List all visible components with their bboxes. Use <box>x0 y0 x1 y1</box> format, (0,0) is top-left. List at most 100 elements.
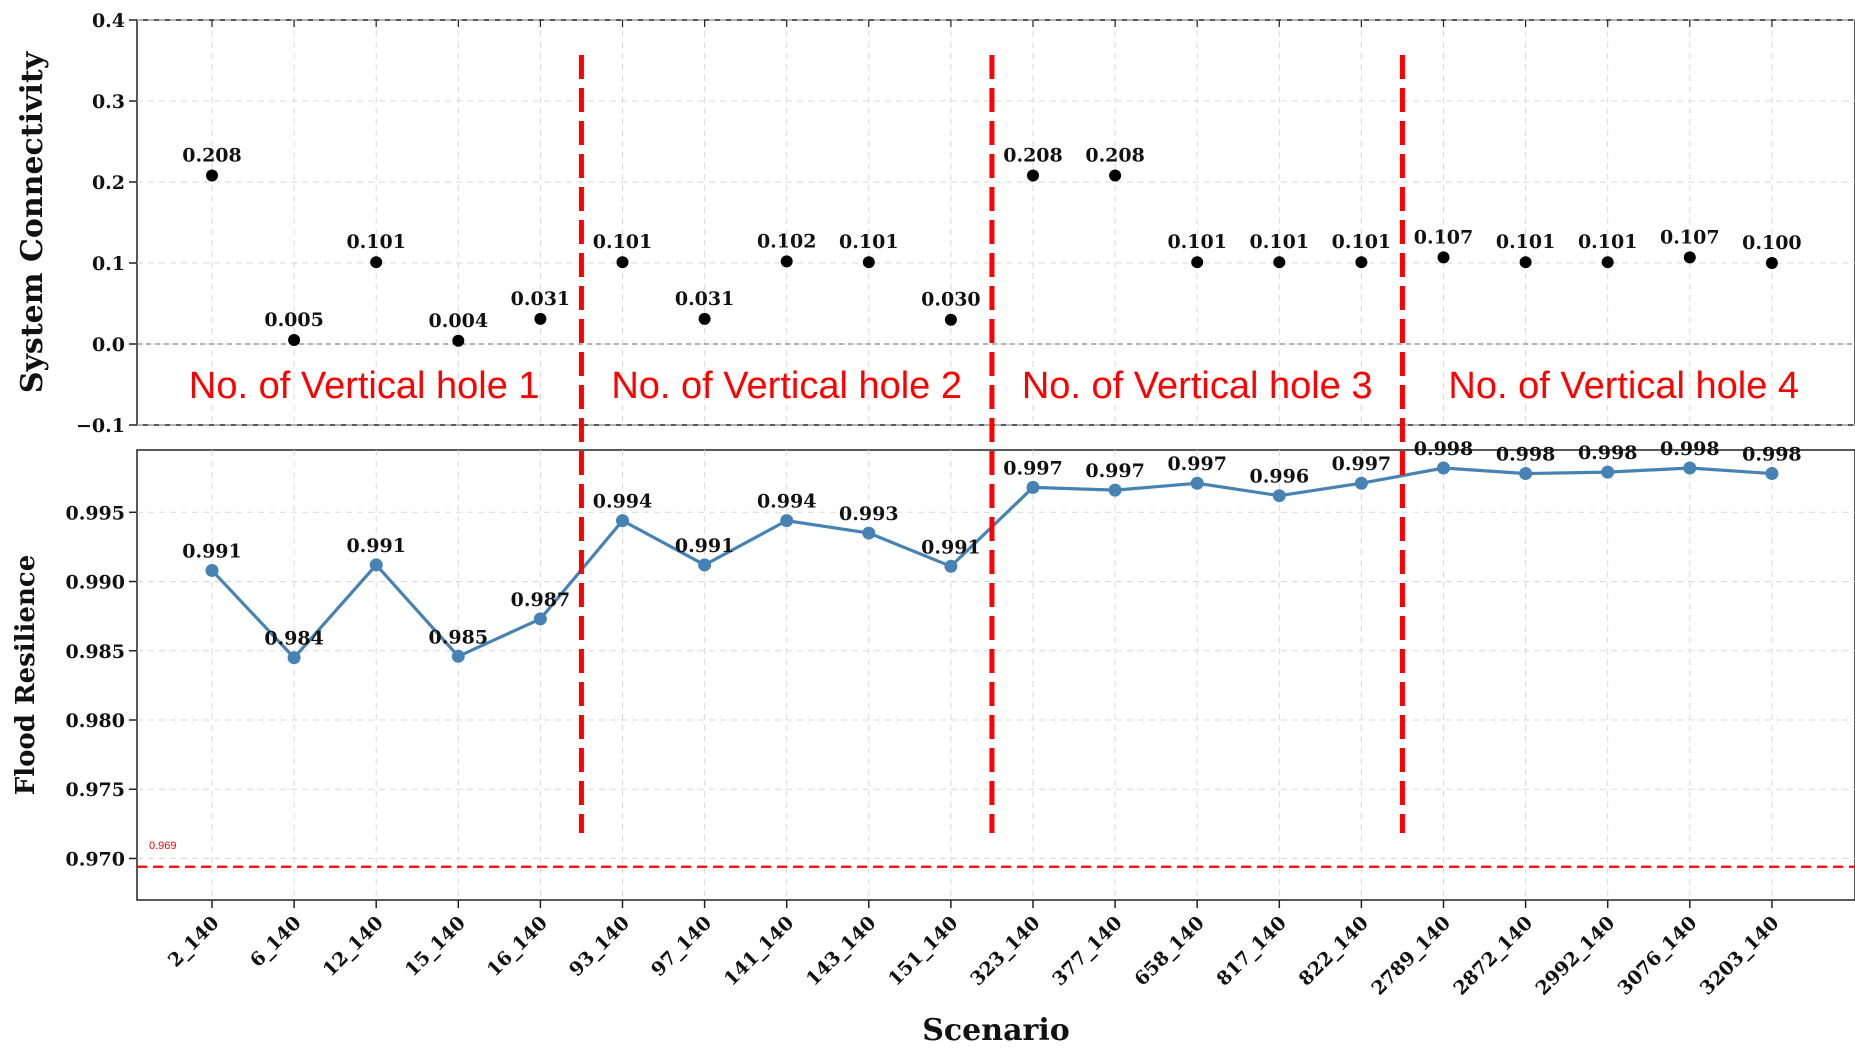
x-tick-label: 2872_140 <box>1449 912 1537 1000</box>
x-tick-label: 141_140 <box>720 912 798 990</box>
resilience-data-label: 0.998 <box>1496 444 1556 466</box>
resilience-point <box>1355 477 1368 490</box>
connectivity-data-label: 0.101 <box>593 231 653 253</box>
resilience-point <box>534 612 547 625</box>
connectivity-data-label: 0.031 <box>511 288 571 310</box>
resilience-tick-label: 0.990 <box>66 572 126 594</box>
group-label: No. of Vertical hole 2 <box>611 365 962 407</box>
x-tick-label: 12_140 <box>319 912 388 981</box>
x-tick-label: 16_140 <box>483 912 552 981</box>
resilience-data-label: 0.997 <box>1085 460 1145 482</box>
resilience-point <box>1191 477 1204 490</box>
scenario-x-ticks: 2_140 6_140 12_140 15_140 16_140 93_140 97_140… <box>164 900 1784 1000</box>
x-tick-label: 323_140 <box>966 912 1044 990</box>
resilience-point <box>944 560 957 573</box>
connectivity-point <box>863 256 875 268</box>
connectivity-point <box>370 256 382 268</box>
connectivity-data-label: 0.101 <box>1496 231 1556 253</box>
connectivity-point <box>1273 256 1285 268</box>
x-tick-label: 3076_140 <box>1614 912 1702 1000</box>
connectivity-point <box>1602 256 1614 268</box>
connectivity-data-label: 0.101 <box>839 231 899 253</box>
connectivity-point <box>1438 251 1450 263</box>
resilience-data-label: 0.998 <box>1578 442 1638 464</box>
resilience-y-ticks: 0.970 0.975 0.980 0.985 0.990 0.995 <box>66 502 138 870</box>
connectivity-point <box>1027 170 1039 182</box>
resilience-data-label: 0.991 <box>675 535 735 557</box>
x-tick-label: 2_140 <box>164 912 224 972</box>
resilience-data-label: 0.984 <box>264 628 324 650</box>
connectivity-point <box>1766 257 1778 269</box>
connectivity-data-label: 0.101 <box>346 231 406 253</box>
resilience-data-label: 0.993 <box>839 503 899 525</box>
resilience-data-label: 0.996 <box>1250 466 1310 488</box>
connectivity-data-label: 0.107 <box>1660 226 1720 248</box>
x-tick-label: 97_140 <box>647 912 716 981</box>
connectivity-data-label: 0.208 <box>182 145 242 167</box>
connectivity-data-label: 0.030 <box>921 289 981 311</box>
connectivity-data-label: 0.208 <box>1085 145 1145 167</box>
resilience-point <box>206 564 219 577</box>
connectivity-point <box>1520 256 1532 268</box>
resilience-data-label: 0.991 <box>182 540 242 562</box>
connectivity-panel: −0.1 0.0 0.1 0.2 0.3 0.4 0.208 0.005 0.101 0.004… <box>15 10 1855 437</box>
resilience-point <box>1027 481 1040 494</box>
x-tick-label: 3203_140 <box>1696 912 1784 1000</box>
connectivity-data-label: 0.101 <box>1578 231 1638 253</box>
connectivity-data-label: 0.004 <box>429 310 489 332</box>
connectivity-point <box>452 335 464 347</box>
resilience-panel: 0.969 0.970 0.975 0.980 0.985 0.990 0.995 0.9… <box>11 438 1855 1048</box>
connectivity-tick-label: 0.0 <box>92 334 125 356</box>
connectivity-data-label: 0.101 <box>1332 231 1392 253</box>
resilience-point <box>780 514 793 527</box>
resilience-point <box>1683 462 1696 475</box>
group-label: No. of Vertical hole 1 <box>189 365 540 407</box>
figure: −0.10.00.10.20.30.4 0.2080.0050.1010.004… <box>0 0 1855 1050</box>
resilience-plot-area <box>137 450 1855 900</box>
connectivity-point <box>781 255 793 267</box>
x-tick-label: 6_140 <box>246 912 306 972</box>
resilience-point <box>862 527 875 540</box>
x-tick-label: 93_140 <box>565 912 634 981</box>
x-axis-label: Scenario <box>922 1013 1069 1048</box>
connectivity-data-label: 0.102 <box>757 230 817 252</box>
x-tick-label: 377_140 <box>1048 912 1126 990</box>
x-tick-label: 15_140 <box>401 912 470 981</box>
connectivity-data-label: 0.100 <box>1742 232 1802 254</box>
resilience-point <box>1519 467 1532 480</box>
connectivity-point <box>288 334 300 346</box>
group-label: No. of Vertical hole 4 <box>1448 365 1799 407</box>
resilience-tick-label: 0.995 <box>66 502 126 524</box>
resilience-tick-label: 0.980 <box>66 710 126 732</box>
x-tick-label: 151_140 <box>884 912 962 990</box>
connectivity-data-label: 0.101 <box>1167 231 1227 253</box>
resilience-data-label: 0.997 <box>1003 457 1063 479</box>
resilience-tick-label: 0.970 <box>66 848 126 870</box>
connectivity-tick-label: 0.2 <box>92 172 125 194</box>
x-tick-label: 817_140 <box>1212 912 1290 990</box>
resilience-data-label: 0.987 <box>511 589 571 611</box>
resilience-point <box>1765 467 1778 480</box>
connectivity-point <box>1191 256 1203 268</box>
resilience-tick-label: 0.975 <box>66 779 126 801</box>
resilience-point <box>616 514 629 527</box>
connectivity-point <box>1355 256 1367 268</box>
resilience-data-label: 0.997 <box>1167 453 1227 475</box>
x-tick-label: 2992_140 <box>1532 912 1620 1000</box>
resilience-point <box>698 558 711 571</box>
connectivity-data-label: 0.101 <box>1250 231 1310 253</box>
x-tick-label: 658_140 <box>1130 912 1208 990</box>
resilience-data-label: 0.998 <box>1660 438 1720 460</box>
connectivity-tick-label: 0.1 <box>92 253 125 275</box>
resilience-y-axis-label: Flood Resilience <box>11 555 41 796</box>
resilience-data-label: 0.997 <box>1332 453 1392 475</box>
connectivity-tick-label: −0.1 <box>76 415 125 437</box>
resilience-point <box>452 650 465 663</box>
resilience-data-label: 0.998 <box>1414 438 1474 460</box>
resilience-point <box>1273 489 1286 502</box>
connectivity-y-axis-label: System Connectivity <box>15 50 50 393</box>
x-tick-label: 2789_140 <box>1367 912 1455 1000</box>
resilience-point <box>1601 466 1614 479</box>
connectivity-data-label: 0.208 <box>1003 145 1063 167</box>
connectivity-tick-label: 0.4 <box>92 10 125 32</box>
